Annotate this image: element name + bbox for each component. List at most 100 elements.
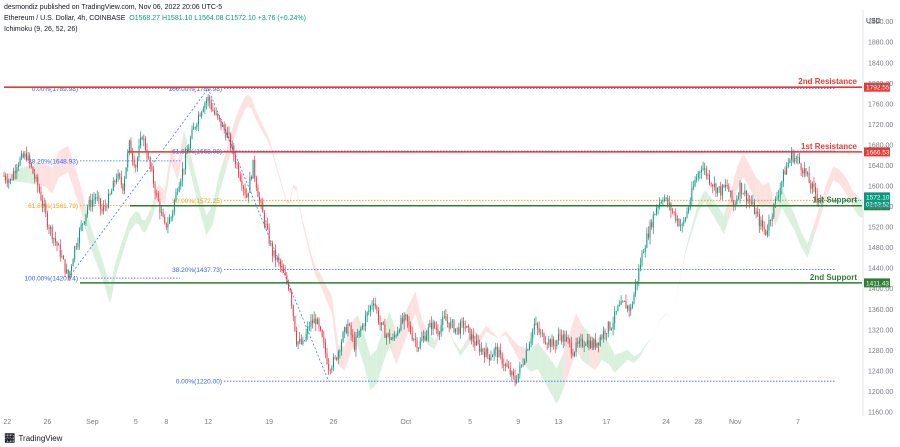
candle-body [810,183,812,189]
candle-body [787,162,789,167]
candle-body [815,187,817,195]
candle-body [394,335,396,338]
candle-body [112,180,114,191]
time-axis: 22 26 Sep 5 8 12 19 26 Oct 5 9 13 17 24 28 Nov 7 [3,419,800,426]
cloud-segment [216,173,220,209]
cloud-segment [225,140,229,172]
cloud-segment [412,291,416,322]
candle-body [607,321,609,334]
candle-body [226,132,228,138]
candle-body [781,181,783,188]
candle-body [183,168,185,170]
candle-body [615,310,617,312]
candle-body [762,220,764,227]
candle-body [209,96,211,103]
x-tick-label: 26 [330,419,338,426]
candle-body [569,339,571,343]
candle-body [231,145,233,149]
cloud-segment [254,107,258,124]
candle-body [430,322,432,330]
candle-body [799,157,801,164]
cloud-segment [283,190,287,205]
candle-body [590,340,592,349]
cloud-segment [264,128,268,141]
candle-body [485,348,487,358]
candle-body [643,252,645,254]
candle-body [400,318,402,331]
candle-body [754,201,756,214]
candle-body [191,129,193,139]
y-tick-label: 1680.00 [868,142,893,149]
candle-body [11,179,13,180]
cloud-segment [39,163,43,187]
candle-body [244,188,246,195]
cloud-segment [151,194,156,219]
candle-body [144,138,146,151]
candle-body [90,199,92,207]
cloud-segment [206,209,210,236]
candle-body [524,360,526,365]
candle-body [633,294,635,304]
level-label: 2nd Resistance [798,77,857,86]
candle-body [390,338,392,340]
candle-body [561,335,563,342]
candle-body [40,191,42,201]
candle-body [389,333,391,340]
candle-body [345,327,347,334]
candle-body [577,342,579,344]
cloud-segment [415,291,419,326]
candle-body [776,197,778,199]
candle-body [283,267,285,273]
cloud-segment [325,283,329,306]
candle-body [488,354,490,360]
cloud-segment [608,341,612,369]
candle-body [556,340,558,347]
cloud-segment [97,244,101,274]
cloud-segment [431,336,435,350]
candle-body [278,257,280,261]
candle-body [604,330,606,335]
candle-body [691,188,693,202]
candle-body [509,367,511,375]
candle-body [8,180,10,184]
candle-body [699,171,701,173]
candle-body [294,316,296,331]
x-tick-label: 28 [694,419,702,426]
candle-body [771,216,773,221]
candle-body [324,342,326,354]
cloud-segment [273,155,278,172]
y-tick-label: 1360.00 [868,307,893,314]
candle-body [612,323,614,329]
candle-body [188,148,190,152]
candle-body [768,220,770,231]
symbol-title[interactable]: Ethereum / U.S. Dollar, 4h, COINBASE [4,15,126,22]
level-label: 2nd Support [810,273,857,282]
cloud-segment [335,319,339,366]
candle-body [295,330,297,345]
candle-body [299,338,301,342]
cloud-segment [380,327,384,374]
cloud-segment [100,253,104,283]
candle-body [492,355,494,358]
candle-body [242,186,244,189]
cloud-segment [222,153,226,182]
candle-body [551,339,553,347]
candle-body [816,194,818,201]
cloud-segment [521,346,525,366]
candle-body [387,333,389,336]
cloud-segment [511,338,516,353]
indicator-label[interactable]: Ichimoku (9, 26, 52, 26) [4,26,78,33]
candle-body [511,371,513,375]
cloud-segment [588,333,593,369]
cloud-segment [177,147,181,182]
cloud-segment [794,214,798,239]
candle-body [463,321,465,328]
cloud-segment [318,271,323,290]
candle-body [414,339,416,341]
cloud-segment [563,342,567,390]
cloud-segment [621,351,625,367]
candle-body [241,180,243,187]
candle-body [170,217,172,219]
candle-body [37,177,39,187]
